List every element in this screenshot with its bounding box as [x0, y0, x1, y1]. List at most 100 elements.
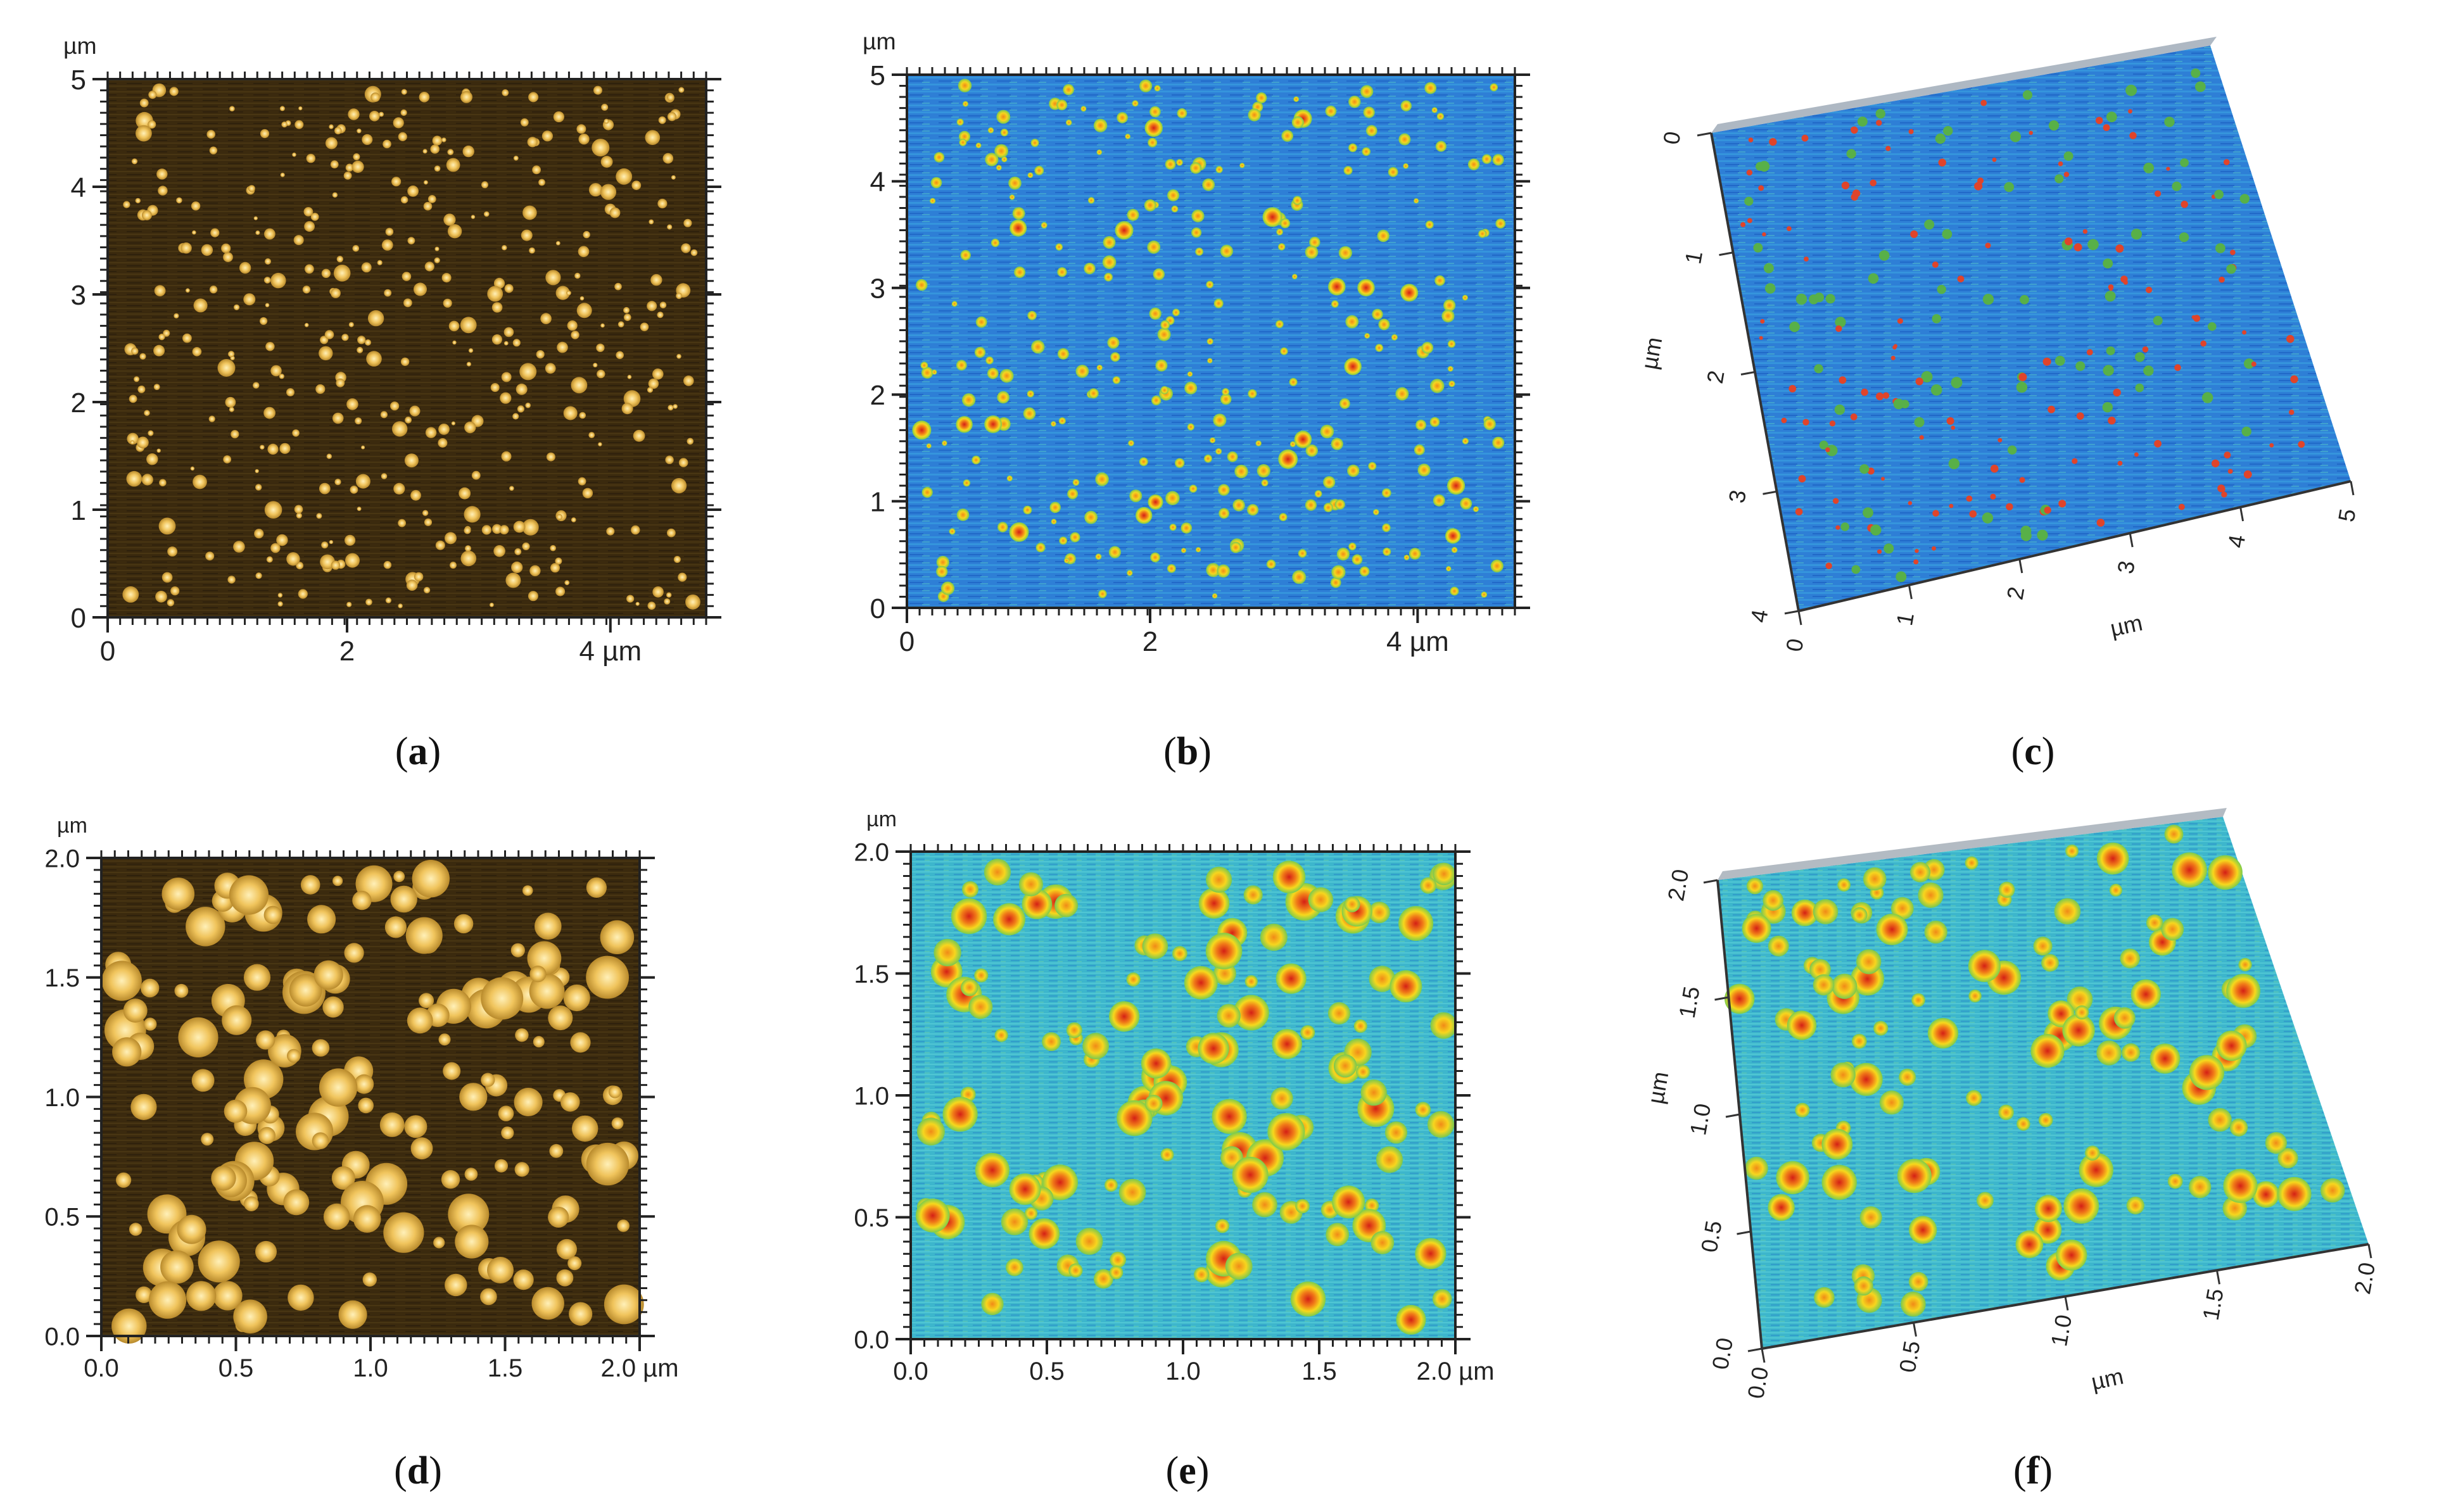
particle — [1759, 161, 1770, 172]
particle — [1748, 137, 1754, 142]
particle — [499, 525, 509, 534]
particle — [1370, 1231, 1395, 1254]
particle — [141, 978, 160, 998]
particle — [493, 545, 505, 557]
particle — [984, 859, 1011, 886]
y-unit-label: µm — [1642, 1069, 1673, 1106]
particle — [294, 120, 304, 129]
y-tick-label: 4 — [870, 167, 885, 198]
particle — [154, 285, 166, 297]
particle — [490, 383, 500, 392]
particle — [2063, 151, 2073, 161]
particle — [2030, 1034, 2065, 1068]
particle — [1781, 417, 1787, 424]
particle — [1088, 388, 1099, 399]
particle — [510, 943, 525, 957]
particle — [435, 540, 445, 550]
particle — [149, 1281, 187, 1319]
particle — [934, 152, 945, 163]
particle — [600, 184, 617, 200]
particle — [1868, 273, 1879, 284]
particle — [1433, 862, 1455, 886]
particle — [1447, 366, 1453, 372]
particle — [1333, 1054, 1357, 1078]
particle — [223, 252, 233, 262]
particle — [379, 111, 384, 117]
axis-line-x — [1798, 480, 2352, 612]
particle — [1336, 548, 1350, 561]
particle — [1215, 166, 1223, 173]
particle — [569, 1302, 593, 1326]
particle — [193, 474, 207, 489]
particle — [1331, 565, 1346, 579]
particle — [958, 79, 972, 92]
particle — [624, 313, 631, 322]
particle — [1132, 100, 1139, 107]
particle — [517, 405, 525, 413]
particle — [2048, 120, 2060, 131]
particle — [2096, 117, 2103, 124]
particle — [1966, 1090, 1982, 1106]
particle — [2226, 974, 2261, 1008]
particle — [1206, 563, 1220, 577]
particle — [1215, 448, 1222, 455]
particle — [650, 274, 662, 286]
particle — [443, 1062, 461, 1080]
y-unit-label: µm — [866, 807, 897, 831]
particle — [2224, 159, 2230, 165]
particle — [1175, 458, 1185, 468]
particle — [2242, 330, 2247, 335]
particle — [1094, 1269, 1113, 1289]
particle — [2191, 68, 2201, 79]
particle — [513, 155, 519, 161]
x-tick-label: 2.0 µm — [600, 1354, 678, 1382]
particle — [191, 201, 201, 211]
particle — [2105, 291, 2116, 302]
particle — [2174, 364, 2181, 371]
particle — [1171, 205, 1179, 213]
y-tick-label: 0 — [1658, 129, 1686, 146]
particle — [1172, 308, 1180, 317]
particle — [2086, 349, 2093, 356]
particle — [555, 586, 566, 596]
particle — [2106, 346, 2115, 356]
particle — [1212, 593, 1218, 599]
particle — [1809, 294, 1819, 305]
particle — [430, 144, 440, 154]
particle — [1150, 552, 1160, 563]
particle — [1308, 887, 1334, 912]
particle — [1300, 1025, 1315, 1040]
panel-f-particles — [1725, 824, 2345, 1317]
particle — [1938, 158, 1946, 167]
particle — [1225, 1252, 1253, 1280]
particle — [1992, 157, 1997, 162]
particle — [427, 195, 436, 203]
y-tick-label: 0.0 — [1707, 1336, 1738, 1371]
particle — [1057, 348, 1069, 360]
particle — [1909, 1216, 1937, 1244]
particle — [126, 470, 142, 487]
particle — [678, 458, 688, 467]
particle — [2079, 1152, 2113, 1187]
particle — [1415, 419, 1427, 431]
particle — [2054, 898, 2081, 925]
particle — [1450, 586, 1459, 596]
particle — [443, 213, 456, 226]
tick-major — [1761, 1348, 1766, 1363]
particle — [566, 290, 571, 296]
particle — [1144, 199, 1156, 211]
particle — [1065, 119, 1072, 126]
particle — [1943, 126, 1953, 136]
particle — [170, 586, 180, 596]
particle — [2120, 948, 2140, 969]
particle — [130, 1093, 157, 1120]
particle — [555, 286, 570, 300]
particle — [667, 224, 673, 230]
particle — [1746, 169, 1753, 176]
particle — [1148, 494, 1163, 510]
particle — [1879, 1090, 1904, 1115]
particle — [1919, 435, 1924, 440]
y-tick-label: 1.5 — [1674, 985, 1705, 1020]
particle — [1102, 255, 1117, 269]
particle — [355, 474, 370, 489]
